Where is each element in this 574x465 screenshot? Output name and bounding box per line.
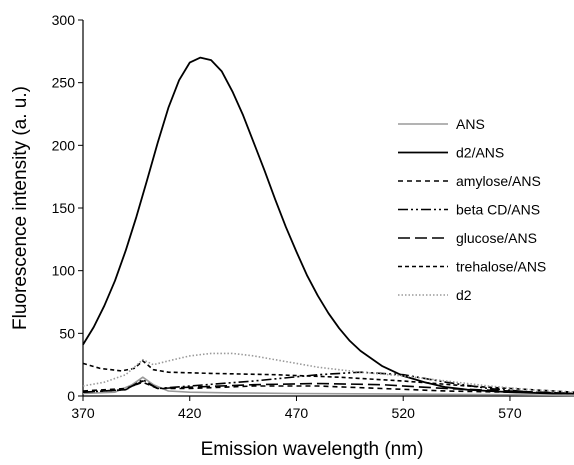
- x-axis-title: Emission wavelength (nm): [201, 439, 424, 460]
- y-tick-label: 100: [52, 263, 76, 279]
- curves: [82, 56, 574, 397]
- legend-label-d2: d2: [456, 287, 472, 303]
- legend-label-glucose-ans: glucose/ANS: [456, 230, 537, 246]
- series-line-ans: [82, 376, 574, 397]
- legend: ANS d2/ANS amylose/ANS beta CD/ANS glucose/A…: [398, 116, 546, 303]
- y-tick-label: 250: [52, 75, 76, 91]
- x-tick-label: 420: [178, 405, 202, 421]
- legend-label-beta-cd-ans: beta CD/ANS: [456, 202, 540, 218]
- legend-label-amylose-ans: amylose/ANS: [456, 173, 541, 189]
- legend-label-ans: ANS: [456, 116, 485, 132]
- series-line-beta-cd-ans: [82, 371, 574, 395]
- x-tick-label: 370: [71, 405, 95, 421]
- y-tick-label: 50: [59, 325, 75, 341]
- y-tick-label: 0: [67, 388, 75, 404]
- legend-label-d2-ans: d2/ANS: [456, 145, 504, 161]
- axes: 0 50 100 150 200 250 300 370 420 470 520 570: [52, 12, 574, 421]
- x-tick-label: 570: [498, 405, 522, 421]
- y-axis-title: Fluorescence intensity (a. u.): [10, 86, 31, 330]
- y-tick-label: 150: [52, 200, 76, 216]
- series-line-d2-ans: [82, 56, 574, 395]
- legend-label-trehalose-ans: trehalose/ANS: [456, 259, 546, 275]
- series-line-glucose-ans: [82, 380, 574, 395]
- x-tick-label: 520: [392, 405, 416, 421]
- x-tick-label: 470: [285, 405, 309, 421]
- y-tick-label: 300: [52, 12, 76, 28]
- y-tick-label: 200: [52, 137, 76, 153]
- series-line-trehalose-ans: [82, 360, 574, 393]
